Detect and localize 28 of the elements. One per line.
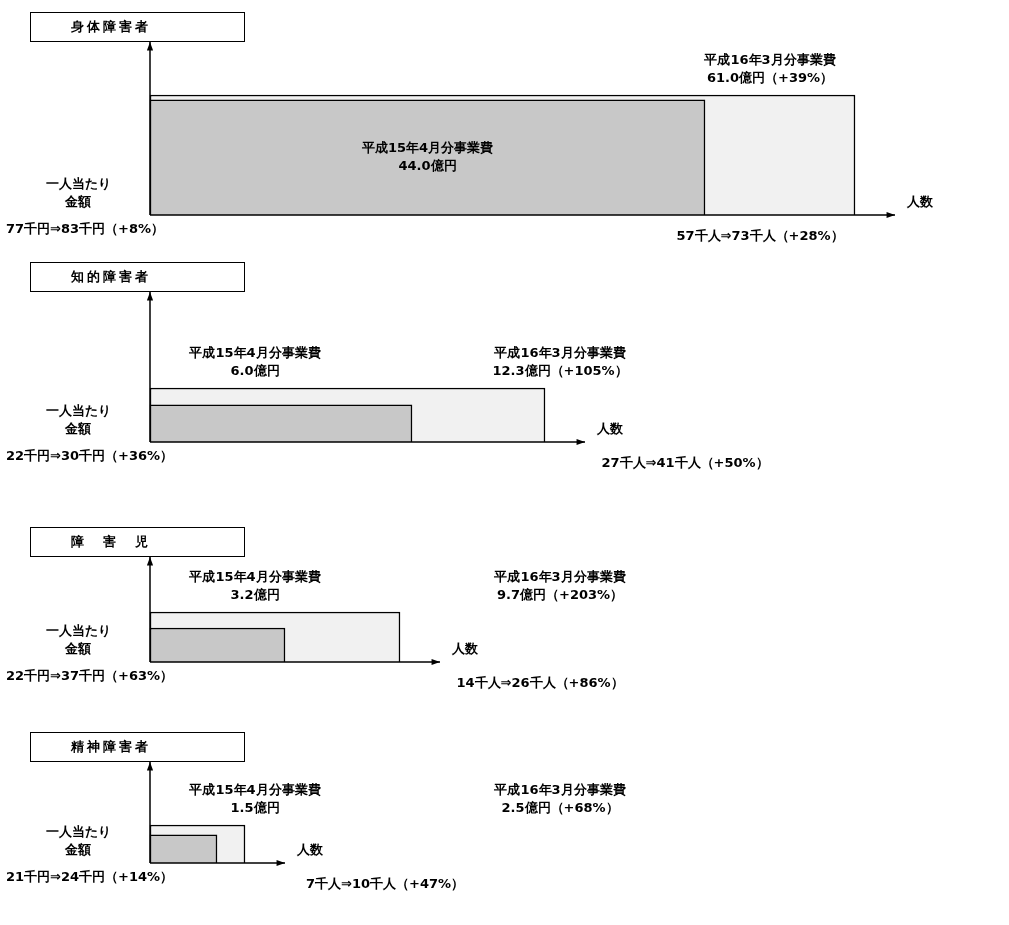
y-axis-title: 一人当たり金額 — [45, 824, 111, 858]
text: 平成16年3月分事業費 9.7億円（+203%） — [493, 569, 626, 603]
y-axis-title: 一人当たり金額 — [45, 403, 111, 437]
chart-title: 知的障害者 — [30, 262, 245, 292]
x-axis-title: 人数 — [596, 421, 624, 437]
text: 平成15年4月分事業費 1.5億円 — [188, 782, 321, 816]
x-axis-title: 人数 — [296, 842, 324, 858]
text: 22千円⇒30千円（+36%） — [6, 448, 174, 464]
text: 77千円⇒83千円（+8%） — [6, 221, 165, 237]
text: 14千人⇒26千人（+86%） — [456, 675, 624, 691]
annotation: 平成15年4月分事業費 44.0億円 — [360, 139, 494, 173]
chart-title: 身体障害者 — [30, 12, 245, 42]
text: 平成16年3月分事業費 61.0億円（+39%） — [703, 52, 836, 86]
x-axis-title: 人数 — [906, 194, 934, 210]
text: 27千人⇒41千人（+50%） — [601, 455, 769, 471]
y-axis-title: 一人当たり金額 — [45, 623, 111, 657]
text: 7千人⇒10千人（+47%） — [305, 876, 465, 892]
chart-title: 障 害 児 — [30, 527, 245, 557]
y-axis-title: 一人当たり金額 — [45, 176, 111, 210]
x-axis-title: 人数 — [451, 641, 479, 657]
text: 平成15年4月分事業費 3.2億円 — [188, 569, 321, 603]
text: 平成16年3月分事業費 12.3億円（+105%） — [492, 345, 628, 379]
text: 平成15年4月分事業費 6.0億円 — [188, 345, 321, 379]
chart-title: 精神障害者 — [30, 732, 245, 762]
text: 21千円⇒24千円（+14%） — [6, 869, 174, 885]
text: 22千円⇒37千円（+63%） — [6, 668, 174, 684]
text: 57千人⇒73千人（+28%） — [676, 228, 844, 244]
text: 平成16年3月分事業費 2.5億円（+68%） — [493, 782, 626, 816]
